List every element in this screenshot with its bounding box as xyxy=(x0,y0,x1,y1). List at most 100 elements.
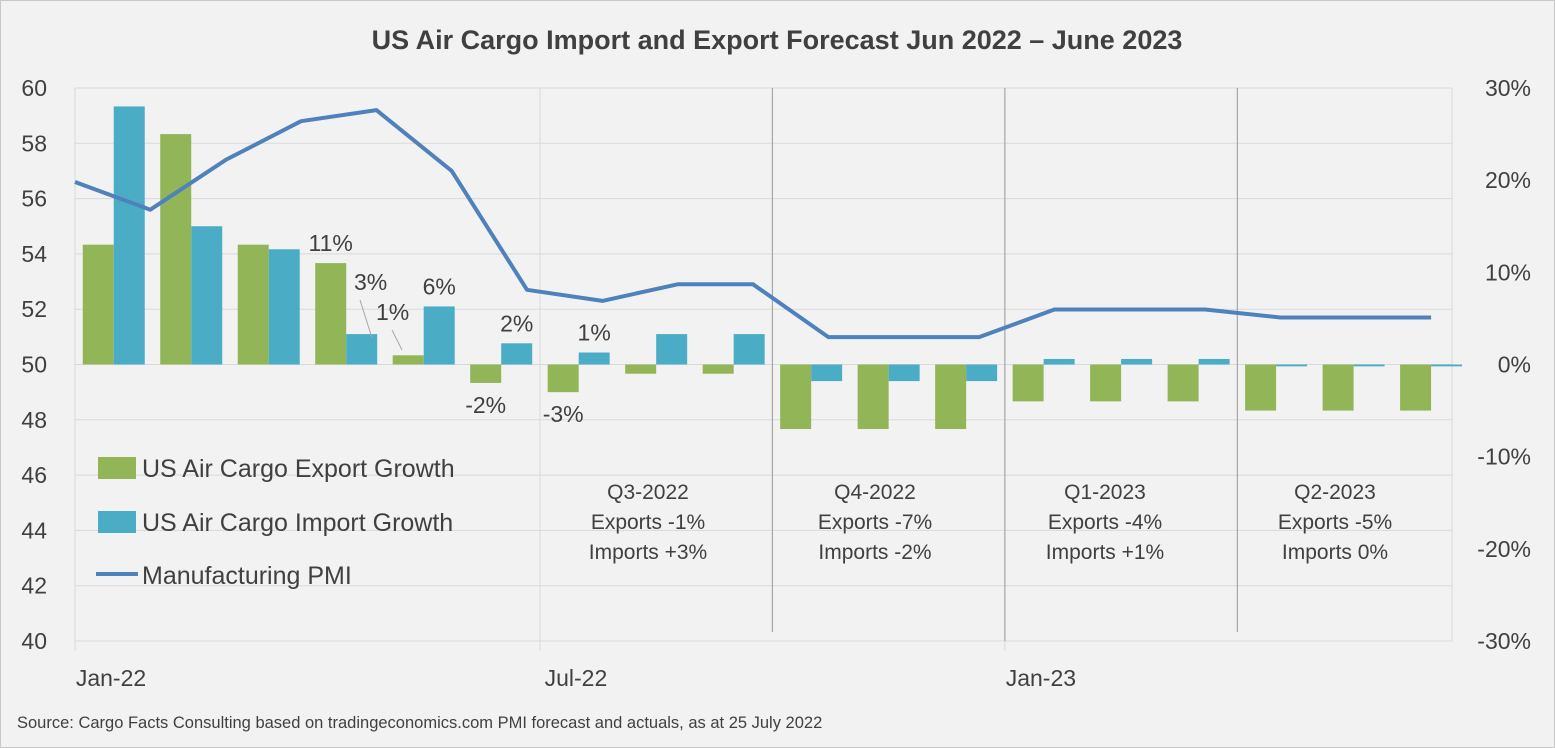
chart-title: US Air Cargo Import and Export Forecast … xyxy=(372,25,1183,55)
import-bar xyxy=(1043,358,1075,365)
export-bar xyxy=(1090,364,1122,402)
quarter-annotation-line: Exports -4% xyxy=(1048,511,1162,534)
right-tick-label: -20% xyxy=(1477,536,1531,562)
quarter-annotation-line: Imports +1% xyxy=(1046,541,1164,564)
quarter-annotation: Q4-2022 Exports -7% Imports -2% xyxy=(818,481,932,564)
quarter-annotation-line: Imports -2% xyxy=(818,541,931,564)
quarter-annotations: Q3-2022 Exports -1% Imports +3% Q4-2022 Expo… xyxy=(589,481,1392,564)
import-bar xyxy=(656,334,688,365)
legend-swatch-import xyxy=(98,511,136,533)
quarter-annotation: Q3-2022 Exports -1% Imports +3% xyxy=(589,481,707,564)
source-note: Source: Cargo Facts Consulting based on … xyxy=(17,714,822,732)
left-tick-label: 44 xyxy=(21,517,47,543)
export-bar xyxy=(935,364,967,430)
x-tick-label: Jul-22 xyxy=(545,665,608,691)
import-bar xyxy=(423,306,455,365)
right-axis: -30% -20% -10% 0% 10% 20% 30% xyxy=(1477,75,1531,654)
import-bar xyxy=(1198,358,1230,365)
import-bar xyxy=(268,249,300,365)
import-bar xyxy=(346,334,378,365)
export-bar xyxy=(1245,364,1277,411)
export-bar xyxy=(392,355,424,365)
quarter-annotation: Q1-2023 Exports -4% Imports +1% xyxy=(1046,481,1164,564)
quarter-annotation-line: Q2-2023 xyxy=(1294,481,1376,504)
line-series xyxy=(74,108,1432,340)
right-tick-label: 30% xyxy=(1485,75,1531,101)
x-tick-label: Jan-23 xyxy=(1006,665,1076,691)
import-bar xyxy=(1353,364,1385,367)
x-axis: Jan-22 Jul-22 Jan-23 xyxy=(76,665,1076,691)
legend-swatch-export xyxy=(98,457,136,479)
import-bar xyxy=(888,364,920,382)
data-label-leader xyxy=(391,329,403,351)
data-label: 1% xyxy=(578,320,611,346)
data-label: -3% xyxy=(543,401,584,427)
x-tick-label: Jan-22 xyxy=(76,665,146,691)
quarter-annotation: Q2-2023 Exports -5% Imports 0% xyxy=(1278,481,1392,564)
left-tick-label: 52 xyxy=(21,296,47,322)
data-label: 11% xyxy=(309,230,353,256)
left-tick-label: 40 xyxy=(21,628,47,654)
export-bar xyxy=(857,364,889,430)
import-bar xyxy=(733,334,765,365)
legend-label-export: US Air Cargo Export Growth xyxy=(142,455,455,483)
data-labels: 11%3% 1% 6% 2% -2% 1% -3% xyxy=(309,230,611,427)
export-bar xyxy=(160,134,192,365)
legend-item-pmi: Manufacturing PMI xyxy=(96,562,352,590)
export-bar xyxy=(237,244,269,365)
quarter-annotation-line: Exports -5% xyxy=(1278,511,1392,534)
legend-item-export: US Air Cargo Export Growth xyxy=(98,455,455,483)
left-tick-label: 54 xyxy=(21,241,47,267)
import-bar xyxy=(191,226,223,365)
quarter-annotation-line: Exports -7% xyxy=(818,511,932,534)
data-label-leader xyxy=(359,299,373,339)
export-bar xyxy=(702,364,734,374)
data-label: 6% xyxy=(423,273,456,299)
right-tick-label: 0% xyxy=(1498,352,1531,378)
quarter-annotation-line: Q1-2023 xyxy=(1064,481,1146,504)
import-bar xyxy=(811,364,843,382)
quarter-annotation-line: Q3-2022 xyxy=(607,481,689,504)
right-tick-label: -30% xyxy=(1477,628,1531,654)
left-tick-label: 46 xyxy=(21,462,47,488)
export-bar xyxy=(625,364,657,374)
data-label: 1% xyxy=(376,299,409,325)
quarter-annotation-line: Q4-2022 xyxy=(834,481,916,504)
left-axis: 40 42 44 46 48 50 52 54 56 58 60 xyxy=(21,75,47,654)
legend-label-pmi: Manufacturing PMI xyxy=(142,562,352,590)
export-bar xyxy=(1167,364,1199,402)
quarter-annotation-line: Imports +3% xyxy=(589,541,707,564)
left-tick-label: 60 xyxy=(21,75,47,101)
quarter-annotation-line: Imports 0% xyxy=(1282,541,1388,564)
export-bar xyxy=(780,364,812,430)
legend-item-import: US Air Cargo Import Growth xyxy=(98,509,453,537)
export-bar xyxy=(82,244,114,365)
legend: US Air Cargo Export Growth US Air Cargo … xyxy=(96,455,455,590)
export-bar xyxy=(315,263,347,365)
import-bar xyxy=(501,343,533,365)
quarter-dividers xyxy=(74,88,1453,651)
import-bar xyxy=(1431,364,1463,367)
import-bar xyxy=(966,364,998,382)
import-bar xyxy=(113,106,145,365)
left-tick-label: 50 xyxy=(21,352,47,378)
import-bar xyxy=(578,352,610,365)
import-bar xyxy=(1121,358,1153,365)
right-tick-label: -10% xyxy=(1477,444,1531,470)
quarter-annotation-line: Exports -1% xyxy=(591,511,705,534)
bar-series xyxy=(82,106,1463,430)
export-bar xyxy=(1322,364,1354,411)
export-bar xyxy=(547,364,579,393)
legend-label-import: US Air Cargo Import Growth xyxy=(142,509,453,537)
data-label: -2% xyxy=(465,392,506,418)
export-bar xyxy=(470,364,502,383)
import-bar xyxy=(1276,364,1308,367)
left-tick-label: 58 xyxy=(21,130,47,156)
left-tick-label: 42 xyxy=(21,573,47,599)
export-bar xyxy=(1400,364,1432,411)
left-tick-label: 48 xyxy=(21,407,47,433)
right-tick-label: 20% xyxy=(1485,167,1531,193)
left-tick-label: 56 xyxy=(21,186,47,212)
